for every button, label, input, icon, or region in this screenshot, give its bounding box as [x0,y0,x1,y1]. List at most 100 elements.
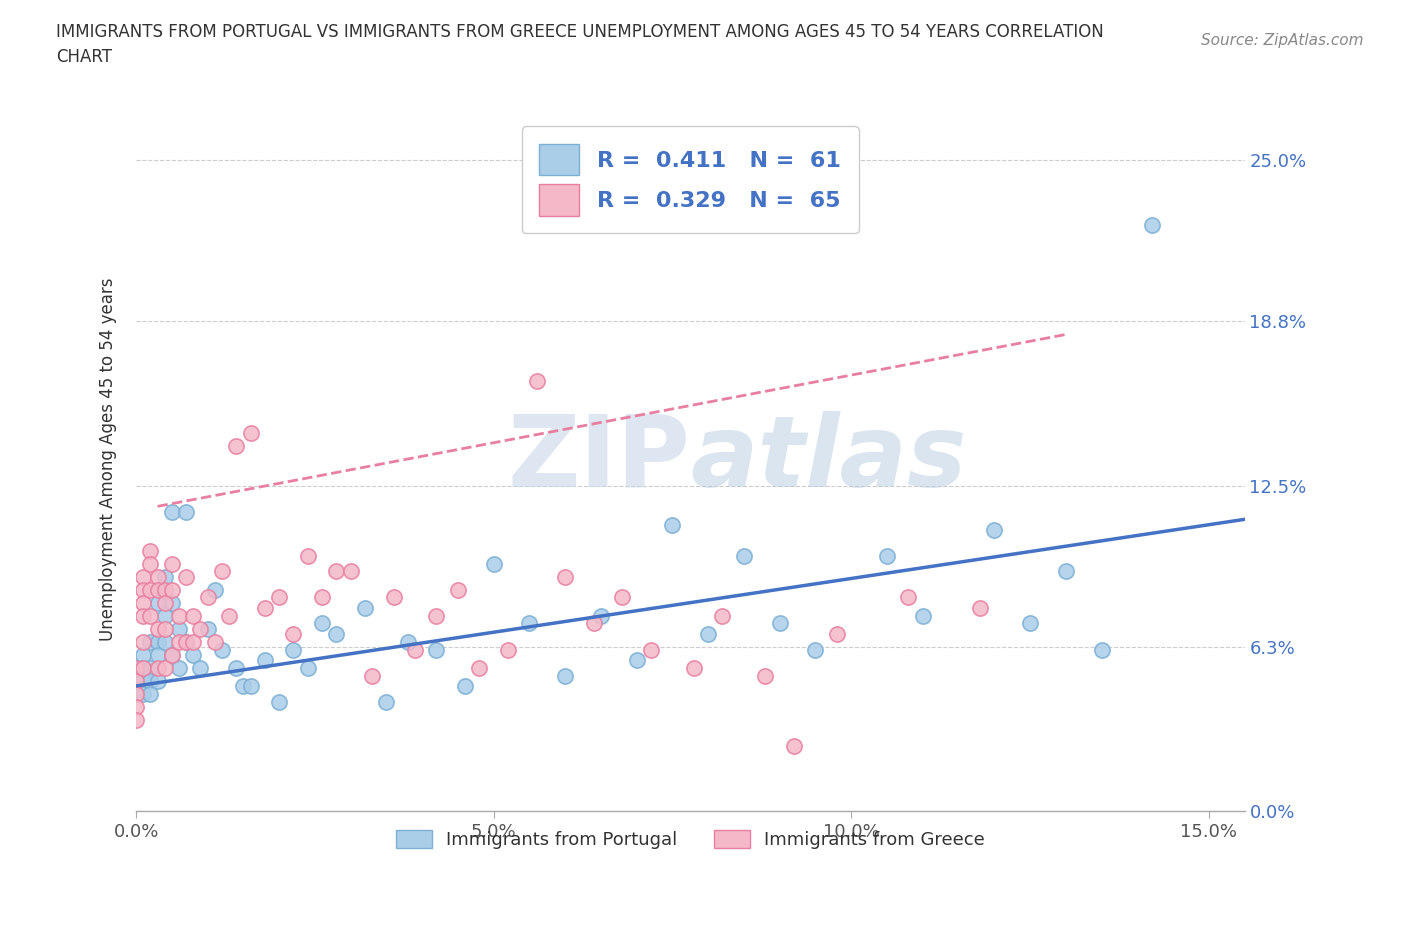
Point [160,595,183,610]
Point [983,523,1005,538]
Point [733,549,755,564]
Point [167,660,190,675]
Point [139,543,162,558]
Point [146,673,169,688]
Point [160,582,183,597]
Point [139,582,162,597]
Text: ZIP: ZIP [508,411,690,508]
Point [132,647,155,662]
Point [582,616,605,631]
Point [132,634,155,649]
Point [375,694,398,709]
Point [211,642,233,657]
Point [153,595,176,610]
Point [132,660,155,675]
Point [612,590,634,604]
Point [232,679,254,694]
Point [125,660,148,675]
Point [876,549,898,564]
Y-axis label: Unemployment Among Ages 45 to 54 years: Unemployment Among Ages 45 to 54 years [100,278,117,641]
Point [554,668,576,683]
Point [969,601,991,616]
Point [125,660,148,675]
Point [589,608,612,623]
Point [297,660,319,675]
Point [139,556,162,571]
Point [139,673,162,688]
Point [174,569,197,584]
Point [253,653,276,668]
Point [132,582,155,597]
Point [239,426,262,441]
Point [225,439,247,454]
Point [283,627,305,642]
Point [697,627,720,642]
Point [1140,218,1163,232]
Text: IMMIGRANTS FROM PORTUGAL VS IMMIGRANTS FROM GREECE UNEMPLOYMENT AMONG AGES 45 TO: IMMIGRANTS FROM PORTUGAL VS IMMIGRANTS F… [56,23,1104,66]
Point [339,564,361,578]
Point [132,608,155,623]
Point [153,621,176,636]
Point [146,569,169,584]
Point [204,582,226,597]
Point [181,608,204,623]
Point [683,660,706,675]
Point [125,699,148,714]
Point [425,608,447,623]
Point [496,642,519,657]
Point [361,668,384,683]
Point [382,590,405,604]
Point [396,634,419,649]
Point [153,634,176,649]
Point [239,679,262,694]
Point [783,738,806,753]
Point [204,634,226,649]
Point [1090,642,1112,657]
Point [125,673,148,688]
Point [153,660,176,675]
Point [297,549,319,564]
Point [211,564,233,578]
Point [1019,616,1042,631]
Point [661,517,683,532]
Point [146,595,169,610]
Point [482,556,505,571]
Point [125,712,148,727]
Point [132,673,155,688]
Point [132,595,155,610]
Point [197,621,219,636]
Point [160,647,183,662]
Point [554,569,576,584]
Point [125,686,148,701]
Point [146,647,169,662]
Point [167,634,190,649]
Point [167,621,190,636]
Point [454,679,477,694]
Point [146,582,169,597]
Point [425,642,447,657]
Text: atlas: atlas [690,411,967,508]
Point [311,616,333,631]
Point [160,556,183,571]
Legend: Immigrants from Portugal, Immigrants from Greece: Immigrants from Portugal, Immigrants fro… [387,821,994,858]
Point [132,686,155,701]
Point [125,673,148,688]
Point [174,504,197,519]
Point [325,564,347,578]
Point [190,660,212,675]
Point [139,686,162,701]
Point [153,608,176,623]
Point [160,504,183,519]
Point [404,642,426,657]
Point [519,616,541,631]
Point [153,582,176,597]
Point [125,686,148,701]
Point [190,621,212,636]
Point [804,642,827,657]
Point [468,660,491,675]
Point [167,608,190,623]
Point [174,634,197,649]
Point [139,608,162,623]
Point [1054,564,1077,578]
Point [174,634,197,649]
